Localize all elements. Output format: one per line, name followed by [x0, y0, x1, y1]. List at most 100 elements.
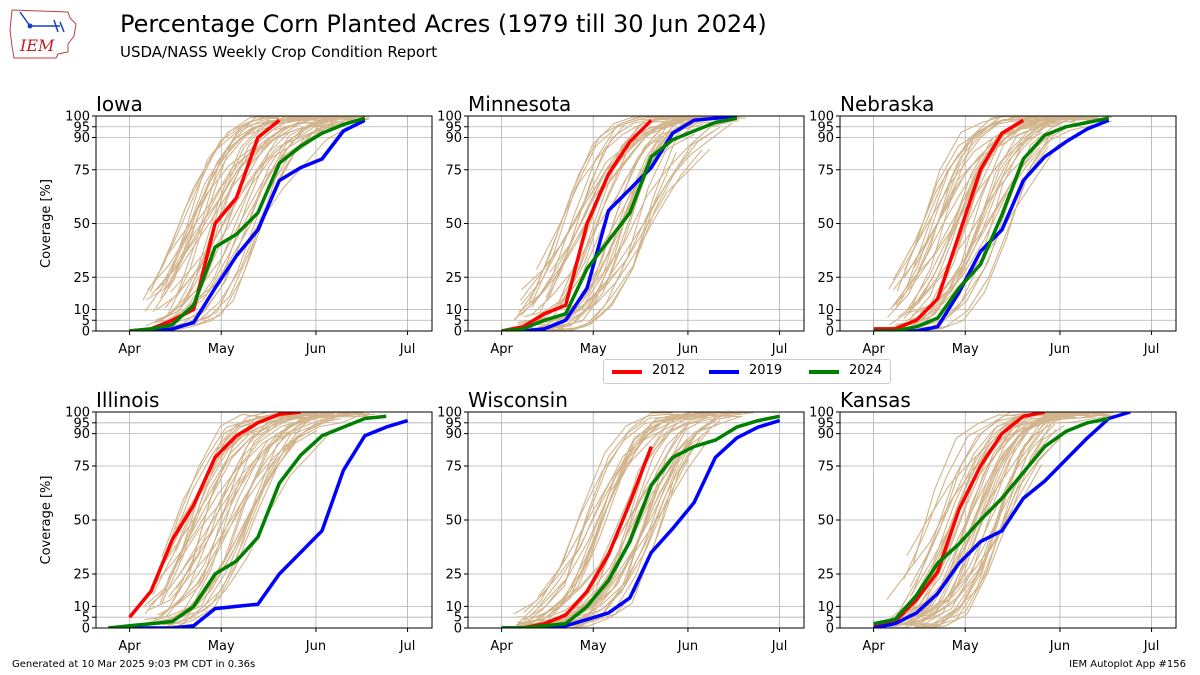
y-tick-label: 5 — [826, 611, 834, 626]
history-line — [142, 116, 336, 301]
generated-footer: Generated at 10 Mar 2025 9:03 PM CDT in … — [12, 659, 256, 670]
history-line — [890, 412, 1105, 619]
series-line-2012 — [128, 412, 301, 619]
y-tick-label: 25 — [445, 271, 462, 286]
history-line — [908, 416, 1059, 625]
x-tick-label: May — [952, 342, 979, 357]
x-tick-label: Jun — [677, 639, 698, 654]
history-line — [520, 116, 692, 306]
history-line — [150, 121, 344, 296]
history-line — [146, 116, 361, 301]
x-tick-label: Apr — [118, 342, 141, 357]
y-axis-label: Coverage [%] — [39, 476, 54, 565]
series-line-2024 — [129, 116, 366, 331]
history-line — [896, 413, 1090, 616]
series-line-2012 — [873, 118, 1025, 331]
series-line-2012 — [501, 119, 653, 331]
history-line — [908, 116, 1102, 322]
history-line — [167, 415, 318, 580]
chart-subtitle: USDA/NASS Weekly Crop Condition Report — [120, 43, 438, 61]
legend: 2012 2019 2024 — [603, 359, 891, 384]
history-line — [888, 437, 1061, 628]
history-line — [532, 124, 683, 331]
history-line — [913, 412, 1128, 628]
history-line — [177, 117, 307, 252]
y-tick-label: 10 — [73, 303, 90, 318]
history-line — [548, 412, 742, 617]
history-line — [895, 412, 1089, 627]
history-line — [523, 419, 675, 622]
y-tick-label: 100 — [65, 110, 90, 125]
y-tick-label: 50 — [73, 217, 90, 232]
x-tick-label: May — [208, 342, 235, 357]
y-tick-label: 75 — [73, 163, 90, 178]
y-tick-label: 5 — [454, 314, 462, 329]
history-line — [899, 417, 1050, 627]
x-tick-label: May — [952, 639, 979, 654]
series-line-2019 — [501, 116, 737, 331]
history-line — [905, 116, 1078, 289]
x-tick-label: Jul — [399, 342, 416, 357]
y-tick-label: 10 — [445, 600, 462, 615]
history-line — [903, 412, 1075, 580]
x-tick-label: Jun — [1049, 639, 1070, 654]
series-line-2024 — [873, 116, 1110, 331]
panel-title: Iowa — [96, 92, 143, 116]
y-tick-label: 100 — [437, 406, 462, 421]
y-tick-label: 75 — [73, 460, 90, 475]
history-line — [150, 418, 322, 628]
y-tick-label: 25 — [817, 568, 834, 583]
iem-logo: IEM — [9, 9, 77, 59]
x-tick-label: Jun — [677, 342, 698, 357]
history-line — [160, 412, 311, 624]
y-tick-label: 90 — [817, 131, 834, 146]
series-line-2024 — [501, 116, 738, 331]
y-tick-label: 25 — [73, 568, 90, 583]
x-tick-label: Jul — [771, 639, 788, 654]
x-tick-label: Jun — [1049, 342, 1070, 357]
y-tick-label: 75 — [817, 163, 834, 178]
history-line — [161, 429, 334, 624]
history-line — [513, 416, 707, 615]
history-line — [523, 133, 696, 318]
x-tick-label: Apr — [862, 342, 885, 357]
series-line-2024 — [873, 416, 1110, 626]
history-line — [917, 116, 1068, 330]
history-line — [525, 416, 676, 626]
y-tick-label: 0 — [454, 325, 462, 340]
panel-title: Wisconsin — [468, 388, 568, 412]
y-tick-label: 50 — [817, 217, 834, 232]
history-line — [903, 117, 1055, 271]
history-line — [903, 414, 1118, 617]
y-tick-label: 90 — [73, 131, 90, 146]
history-line — [909, 116, 1081, 311]
y-tick-label: 95 — [73, 416, 90, 431]
series-line-2012 — [873, 412, 1046, 628]
series-line-2019 — [873, 412, 1131, 628]
history-line — [886, 122, 1101, 329]
x-tick-label: Jul — [1143, 342, 1160, 357]
history-line — [147, 116, 362, 331]
y-tick-label: 90 — [73, 427, 90, 442]
series-line-2024 — [501, 414, 780, 628]
y-tick-label: 5 — [826, 314, 834, 329]
x-tick-label: Jul — [771, 342, 788, 357]
y-tick-label: 100 — [65, 406, 90, 421]
y-tick-label: 50 — [817, 514, 834, 529]
y-tick-label: 90 — [445, 131, 462, 146]
x-tick-label: Apr — [118, 639, 141, 654]
x-tick-label: Jun — [305, 639, 326, 654]
y-tick-label: 10 — [73, 600, 90, 615]
history-line — [888, 116, 1103, 290]
y-tick-label: 0 — [454, 622, 462, 637]
history-line — [917, 412, 1089, 619]
logo-text: IEM — [19, 36, 55, 55]
history-line — [175, 413, 326, 607]
app-footer: IEM Autoplot App #156 — [1069, 659, 1186, 670]
legend-swatch-2024 — [809, 370, 839, 374]
y-tick-label: 5 — [82, 314, 90, 329]
